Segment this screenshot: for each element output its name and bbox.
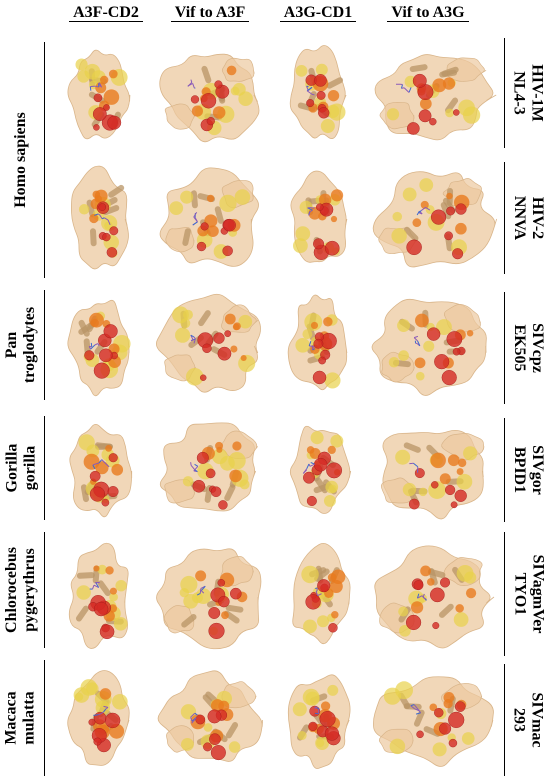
protein-structure-panel: [150, 662, 272, 778]
species-bracket: [44, 416, 45, 520]
column-header-a3g-cd1: A3G-CD1: [268, 2, 368, 28]
protein-structure-panel: [272, 284, 366, 408]
protein-structure-panel: [364, 662, 502, 778]
species-label-chlorocebus-pygerythrus: Chlorocebus pygerythrus: [3, 547, 38, 633]
protein-structure-panel: [364, 534, 502, 660]
protein-structure-panel: [50, 36, 150, 154]
protein-structure-panel: [364, 36, 502, 154]
species-label-gorilla-gorilla: Gorilla gorilla: [3, 443, 39, 493]
strain-label-sivmac: SIVmac 293: [511, 692, 547, 748]
protein-structure-panel: [272, 36, 366, 154]
strain-label-sivcpz: SIVcpz EK505: [511, 323, 546, 373]
protein-structure-panel: [150, 36, 272, 154]
protein-structure-panel: [272, 662, 366, 778]
strain-label-sivagmver: SIVagmVer TYO1: [511, 554, 547, 634]
protein-structure-panel: [50, 412, 150, 530]
strain-bracket: [504, 664, 505, 776]
protein-structure-panel: [150, 284, 272, 408]
protein-structure-panel: [272, 412, 366, 530]
species-bracket: [44, 42, 45, 278]
protein-structure-panel: [50, 662, 150, 778]
protein-structure-panel: [272, 158, 366, 280]
strain-bracket: [504, 292, 505, 404]
species-bracket: [44, 660, 45, 776]
protein-structure-panel: [150, 412, 272, 530]
protein-structure-panel: [50, 534, 150, 660]
protein-structure-panel: [50, 158, 150, 280]
protein-structure-panel: [364, 412, 502, 530]
column-header-vif-to-a3g: Vif to A3G: [366, 2, 490, 28]
strain-bracket: [504, 38, 505, 148]
protein-structure-panel: [50, 284, 150, 408]
species-label-homo-sapiens: Homo sapiens: [12, 112, 30, 208]
strain-label-hiv1m: HIV-1M NL4-3: [511, 64, 546, 122]
strain-bracket: [504, 532, 505, 656]
protein-structure-panel: [272, 534, 366, 660]
species-bracket: [44, 290, 45, 400]
strain-bracket: [504, 162, 505, 274]
protein-structure-panel: [364, 158, 502, 280]
column-header-a3f-cd2: A3F-CD2: [52, 2, 160, 28]
column-header-vif-to-a3f: Vif to A3F: [150, 2, 270, 28]
species-label-pan-troglodytes: Pan troglodytes: [3, 306, 39, 384]
species-label-macaca-mulatta: Macaca mulatta: [3, 691, 39, 745]
strain-label-sivgor: SIVgor BPID1: [511, 445, 546, 495]
species-bracket: [44, 532, 45, 648]
protein-structure-panel: [150, 534, 272, 660]
protein-structure-panel: [150, 158, 272, 280]
strain-label-hiv2: HIV-2 NNVA: [511, 195, 546, 241]
protein-structure-panel: [364, 284, 502, 408]
strain-bracket: [504, 418, 505, 522]
